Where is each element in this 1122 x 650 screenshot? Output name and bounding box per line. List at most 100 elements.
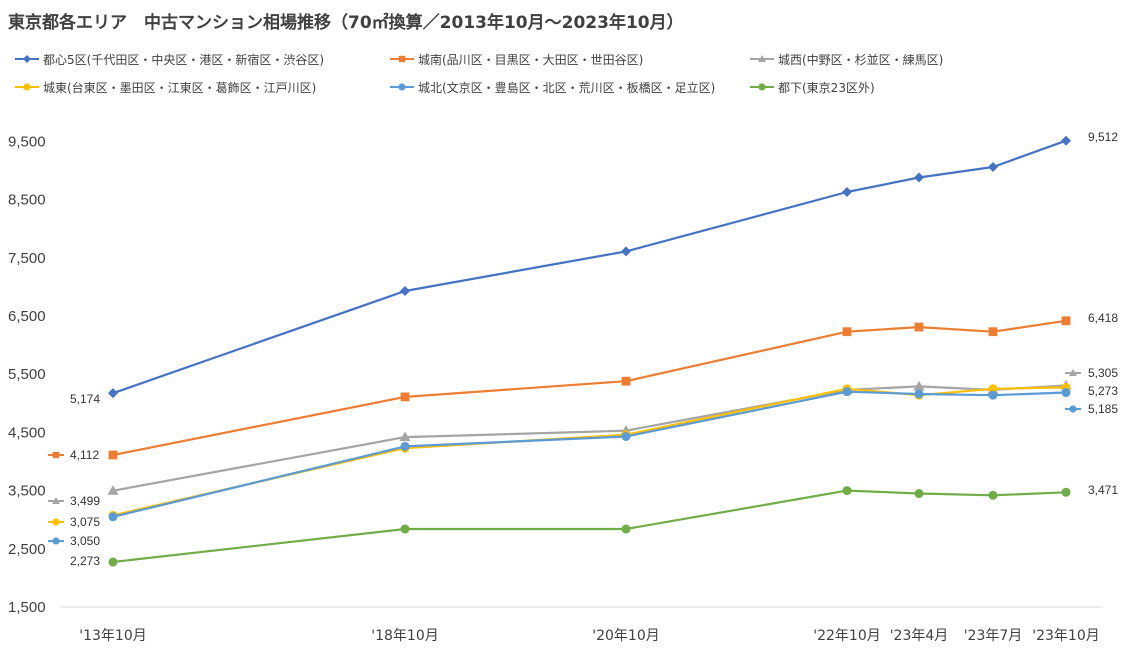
series-6 [108, 486, 1071, 567]
label-key-marker [52, 537, 60, 545]
series-line [112, 390, 1067, 518]
x-tick-label: '23年7月 [964, 628, 1023, 644]
y-tick-label: 7,500 [8, 250, 46, 267]
y-tick-label: 2,500 [8, 541, 46, 558]
legend-marker [398, 55, 406, 63]
series-5 [108, 387, 1071, 522]
y-tick-label: 4,500 [8, 424, 46, 441]
legend-item: 城南(品川区・目黒区・大田区・世田谷区) [389, 50, 643, 68]
data-point [988, 490, 998, 500]
chart-title: 東京都各エリア 中古マンション相場推移（70㎡換算／2013年10月～2023年… [8, 13, 684, 33]
legend: 都心5区(千代田区・中央区・港区・新宿区・渋谷区) 城南(品川区・目黒区・大田区・… [14, 50, 1014, 100]
data-point [107, 485, 119, 495]
data-label-start: 4,112 [70, 448, 99, 462]
y-tick-label: 6,500 [8, 308, 46, 325]
legend-key-icon [750, 83, 774, 91]
data-point [988, 327, 998, 337]
data-point [1061, 487, 1071, 497]
y-tick-label: 1,500 [8, 599, 46, 616]
data-point [1061, 316, 1071, 326]
y-tick-label: 8,500 [8, 192, 46, 209]
legend-label: 都心5区(千代田区・中央区・港区・新宿区・渋谷区) [43, 52, 325, 67]
legend-item: 城西(中野区・杉並区・練馬区) [749, 50, 943, 68]
series-2 [108, 316, 1071, 460]
data-label-start: 3,499 [70, 494, 100, 508]
data-point [621, 246, 631, 257]
y-tick-label: 5,500 [8, 366, 46, 383]
x-tick-label: '18年10月 [371, 628, 438, 644]
data-point [621, 431, 631, 441]
legend-key-icon [15, 55, 39, 63]
data-label-end: 5,305 [1088, 366, 1118, 380]
x-tick-label: '13年10月 [79, 628, 146, 644]
legend-label: 都下(東京23区外) [778, 80, 875, 95]
legend-key-icon [15, 83, 39, 91]
y-tick-label: 9,500 [8, 133, 46, 150]
data-point [842, 327, 852, 337]
data-label-end: 5,185 [1088, 402, 1118, 416]
data-label-start: 2,273 [70, 554, 100, 568]
data-label-end: 3,471 [1088, 483, 1118, 497]
label-key-marker [1069, 369, 1077, 376]
data-point [108, 450, 118, 460]
legend-item: 都下(東京23区外) [749, 78, 875, 96]
legend-marker [23, 55, 31, 63]
data-point [988, 390, 998, 400]
legend-marker [758, 55, 766, 62]
data-point [842, 486, 852, 496]
data-point [1061, 388, 1071, 398]
y-tick-label: 3,500 [8, 483, 46, 500]
series-line [112, 489, 1067, 564]
series-4 [108, 382, 1071, 520]
x-tick-label: '20年10月 [592, 628, 659, 644]
data-label-start: 3,075 [70, 515, 100, 529]
series-line [112, 386, 1067, 517]
legend-label: 城西(中野区・杉並区・練馬区) [778, 52, 944, 67]
legend-label: 城北(文京区・豊島区・北区・荒川区・板橋区・足立区) [418, 80, 716, 95]
x-tick-label: '23年10月 [1032, 628, 1099, 644]
data-label-end: 9,512 [1088, 130, 1118, 144]
label-key-marker [52, 497, 60, 504]
data-point [913, 380, 925, 391]
legend-marker [398, 83, 406, 91]
data-point [621, 524, 631, 534]
series-line [112, 139, 1067, 395]
label-key-marker [52, 451, 60, 459]
data-label-start: 5,174 [70, 392, 100, 406]
data-point [988, 162, 998, 173]
data-point [1061, 135, 1071, 146]
data-point [914, 322, 924, 332]
x-tick-label: '22年10月 [813, 628, 880, 644]
data-point [842, 387, 852, 397]
series-1 [108, 135, 1071, 399]
legend-marker [23, 83, 31, 91]
x-tick-label: '23年4月 [890, 628, 949, 644]
data-point [400, 524, 410, 534]
data-point [400, 441, 410, 451]
data-label-start: 3,050 [70, 534, 100, 548]
label-key-marker [52, 518, 60, 526]
data-point [914, 172, 924, 183]
legend-item: 城北(文京区・豊島区・北区・荒川区・板橋区・足立区) [389, 78, 715, 96]
legend-label: 城東(台東区・墨田区・江東区・葛飾区・江戸川区) [43, 80, 317, 95]
data-point [914, 389, 924, 399]
legend-item: 城東(台東区・墨田区・江東区・葛飾区・江戸川区) [14, 78, 316, 96]
legend-key-icon [750, 55, 774, 62]
data-point [399, 431, 411, 442]
legend-label: 城南(品川区・目黒区・大田区・世田谷区) [418, 52, 644, 67]
series-line [112, 319, 1067, 457]
data-point [108, 512, 118, 522]
legend-key-icon [390, 83, 414, 91]
data-point [988, 384, 998, 394]
legend-item: 都心5区(千代田区・中央区・港区・新宿区・渋谷区) [14, 50, 324, 68]
data-label-end: 6,418 [1088, 311, 1118, 325]
data-label-end: 5,273 [1088, 384, 1118, 398]
data-point [842, 187, 852, 198]
data-point [621, 376, 631, 386]
legend-marker [758, 83, 766, 91]
data-point [108, 388, 118, 399]
data-point [400, 285, 410, 296]
data-point [400, 392, 410, 402]
label-key-marker [1069, 405, 1077, 413]
